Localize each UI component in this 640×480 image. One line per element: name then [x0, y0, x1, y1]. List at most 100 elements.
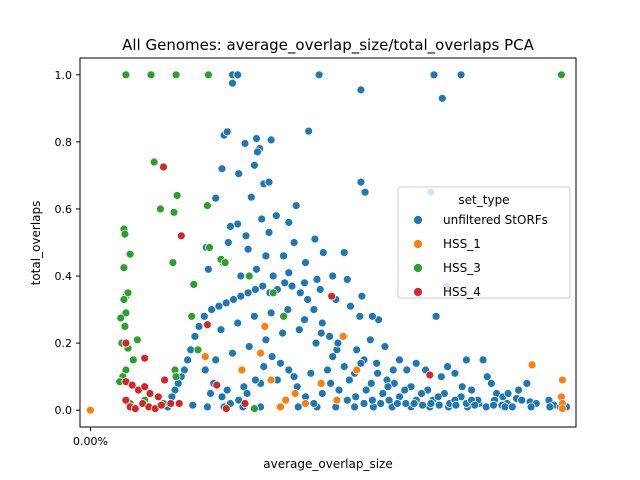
data-point	[443, 362, 453, 372]
data-point	[216, 325, 226, 335]
data-point	[350, 402, 360, 412]
data-point	[246, 192, 256, 202]
data-point	[301, 258, 310, 268]
data-point	[332, 395, 342, 405]
data-point	[193, 345, 203, 355]
legend-label: HSS_1	[443, 237, 481, 251]
data-point	[352, 365, 362, 375]
legend-marker	[413, 215, 423, 225]
data-point	[328, 352, 338, 362]
data-point	[149, 157, 159, 167]
data-point	[186, 345, 196, 355]
data-point	[203, 264, 213, 274]
data-point	[174, 399, 184, 408]
data-point	[267, 352, 277, 362]
data-point	[456, 70, 466, 80]
legend-marker	[413, 239, 423, 249]
data-point	[257, 214, 267, 224]
data-point	[261, 335, 271, 345]
data-point	[146, 70, 156, 80]
data-point	[395, 355, 404, 365]
data-point	[242, 389, 252, 398]
data-point	[132, 335, 142, 345]
data-point	[199, 311, 209, 321]
data-point	[237, 365, 247, 375]
data-point	[283, 305, 293, 315]
data-point	[373, 368, 383, 378]
data-point	[123, 288, 133, 298]
data-point	[380, 342, 390, 351]
data-point	[249, 160, 259, 170]
data-point	[243, 288, 253, 298]
data-point	[207, 305, 217, 315]
data-point	[233, 318, 243, 328]
data-point	[264, 227, 274, 237]
data-point	[140, 382, 150, 392]
data-point	[229, 295, 238, 304]
data-point	[316, 378, 326, 388]
data-point	[153, 392, 163, 402]
data-point	[221, 404, 231, 414]
data-point	[280, 278, 290, 288]
data-point	[325, 331, 335, 341]
data-point	[295, 288, 305, 298]
data-point	[366, 378, 376, 388]
data-point	[388, 365, 398, 375]
data-point	[281, 395, 291, 405]
data-point	[384, 395, 394, 405]
data-point	[190, 331, 200, 341]
data-point	[121, 395, 131, 405]
data-point	[284, 365, 294, 375]
data-point	[356, 358, 366, 368]
data-point	[160, 375, 170, 385]
data-point	[429, 70, 439, 80]
data-point	[367, 311, 377, 321]
data-point	[225, 221, 235, 231]
data-point	[300, 315, 309, 325]
data-point	[392, 399, 402, 408]
legend-label: HSS_3	[443, 261, 481, 275]
data-point	[189, 279, 199, 289]
data-point	[243, 244, 253, 254]
data-point	[256, 348, 266, 358]
data-point	[383, 382, 393, 392]
data-point	[507, 402, 517, 412]
data-point	[211, 355, 221, 365]
data-point	[233, 219, 243, 229]
data-point	[266, 375, 276, 385]
y-tick-label: 0.2	[55, 337, 73, 350]
y-tick-label: 0.8	[55, 136, 73, 149]
data-point	[202, 320, 212, 330]
data-point	[328, 271, 338, 281]
data-point	[312, 274, 322, 284]
data-point	[206, 389, 215, 398]
data-point	[431, 311, 441, 321]
data-point	[289, 372, 299, 382]
data-point	[514, 385, 523, 395]
data-point	[290, 389, 300, 398]
data-point	[356, 177, 366, 187]
data-point	[266, 308, 276, 318]
data-point	[481, 402, 491, 412]
data-point	[309, 399, 319, 408]
data-point	[261, 251, 271, 261]
data-point	[171, 70, 181, 80]
data-point	[310, 234, 320, 244]
data-point	[482, 372, 492, 382]
data-point	[450, 368, 460, 378]
data-point	[437, 93, 447, 103]
points-layer	[86, 70, 571, 415]
data-point	[121, 70, 131, 80]
data-point	[287, 281, 297, 291]
data-point	[318, 248, 328, 258]
data-point	[119, 263, 129, 273]
data-point	[342, 395, 352, 405]
data-point	[128, 355, 138, 365]
data-point	[291, 201, 301, 211]
data-point	[323, 365, 332, 375]
data-point	[355, 311, 365, 321]
data-point	[176, 231, 186, 241]
data-point	[200, 365, 210, 375]
data-point	[317, 389, 327, 398]
data-point	[367, 395, 377, 405]
